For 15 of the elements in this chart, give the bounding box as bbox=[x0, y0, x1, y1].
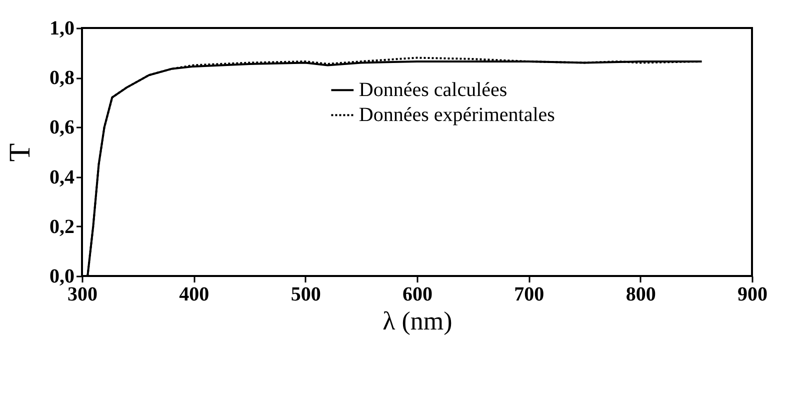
y-tick-label: 1,0 bbox=[50, 18, 74, 40]
y-tick-label: 0,6 bbox=[50, 116, 74, 139]
legend-label: Données expérimentales bbox=[358, 104, 556, 126]
y-tick-label: 0,2 bbox=[50, 216, 74, 238]
x-tick-label: 800 bbox=[626, 284, 656, 306]
x-tick-label: 900 bbox=[738, 284, 768, 306]
x-tick-label: 600 bbox=[402, 284, 432, 306]
x-tick-label: 500 bbox=[290, 284, 321, 306]
x-tick-label: 700 bbox=[514, 284, 544, 306]
y-tick-label: 0,8 bbox=[50, 67, 74, 90]
y-axis-title: T bbox=[4, 143, 36, 162]
x-tick-label: 400 bbox=[179, 284, 210, 306]
x-axis-title: λ (nm) bbox=[382, 306, 452, 336]
legend-label: Données calculées bbox=[358, 79, 508, 102]
y-tick-label: 0,4 bbox=[50, 166, 74, 188]
